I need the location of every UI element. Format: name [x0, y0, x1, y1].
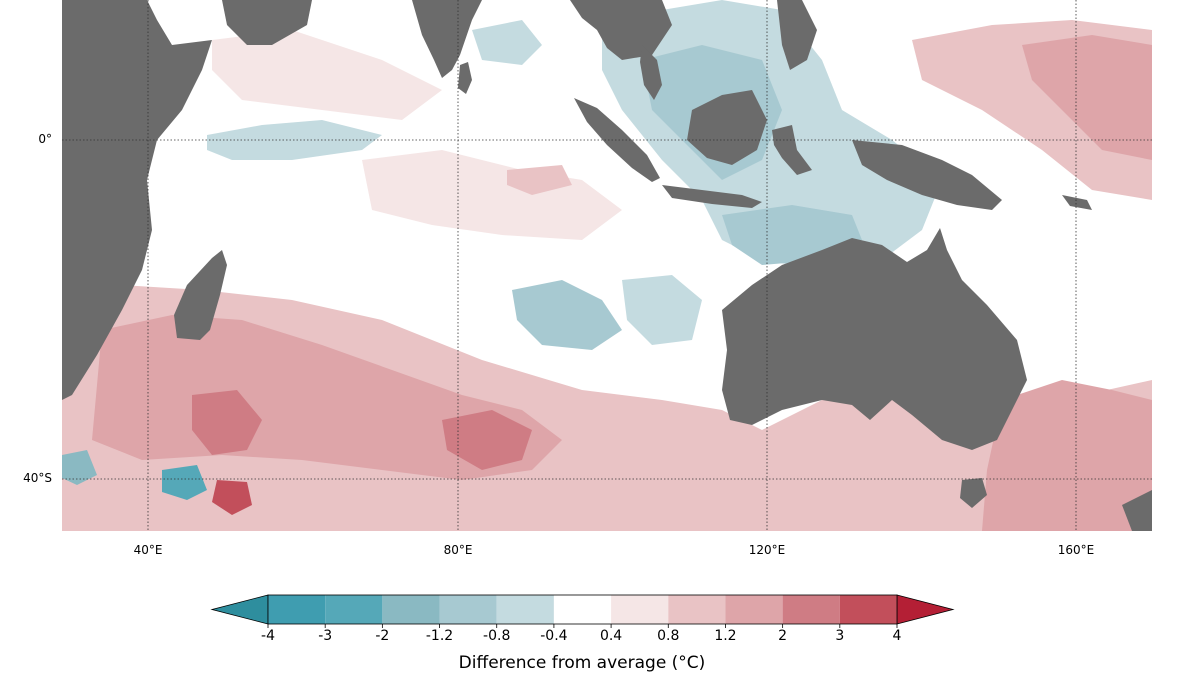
colorbar-bin [496, 595, 554, 624]
land-new-zealand-north [1122, 490, 1152, 531]
land-arabia [222, 0, 312, 45]
colorbar-extend-high [896, 594, 955, 625]
colorbar-tick-label: 3 [835, 628, 845, 644]
land-borneo [687, 90, 767, 165]
lon-label-40e: 40°E [133, 543, 163, 557]
land-sulawesi [772, 125, 812, 175]
land-tasmania [960, 478, 987, 508]
anomaly-s-indian-hot-1 [192, 390, 262, 455]
colorbar-bin [325, 595, 383, 624]
colorbar-bin [382, 595, 440, 624]
land-indochina [570, 0, 672, 60]
anomaly-arabian-cool [472, 20, 542, 65]
colorbar-bin [668, 595, 726, 624]
colorbar-tick-label: 0.8 [657, 628, 680, 644]
land-madagascar [174, 250, 227, 340]
colorbar-bin [268, 595, 326, 624]
land-philippines [777, 0, 817, 70]
colorbar-tick-label: -2 [375, 628, 390, 644]
colorbar-tick-label: -4 [261, 628, 275, 644]
anomaly-w-pacific-strong [1022, 35, 1152, 160]
colorbar-bin [782, 595, 840, 624]
colorbar-bin [725, 595, 783, 624]
land-java [662, 185, 762, 208]
colorbar-tick-label: 1.2 [714, 628, 737, 644]
anomaly-subtropical-cool-2 [622, 275, 702, 345]
land-australia [722, 228, 1027, 450]
colorbar-title: Difference from average (°C) [458, 653, 706, 673]
anomaly-sw-cool-eddy-2 [62, 450, 97, 485]
anomaly-s-indian-hot-3 [212, 480, 252, 515]
colorbar-extend-low [210, 594, 269, 625]
colorbar-tick-label: 2 [778, 628, 788, 644]
colorbar-tick-label: 0.4 [599, 628, 623, 644]
colorbar-bin [439, 595, 497, 624]
land-india [412, 0, 482, 78]
anomaly-n-arabian-warm [212, 30, 442, 120]
land-malay-peninsula [640, 45, 662, 100]
colorbar-tick-label: 4 [892, 628, 902, 644]
anomaly-sw-cool-eddy [162, 465, 207, 500]
anomaly-tasman-warm [982, 380, 1152, 531]
lat-label-0: 0° [38, 132, 52, 146]
gridlines [62, 0, 1152, 531]
colorbar-tick-label: -0.4 [540, 628, 568, 644]
sst-anomaly-map [62, 0, 1152, 531]
colorbar-bin [553, 595, 612, 624]
anomaly-s-indian-hot-2 [442, 410, 532, 470]
colorbar-tick-label: -0.8 [483, 628, 511, 644]
anomaly-central-indian-warm [362, 150, 622, 240]
colorbar-bin [611, 595, 669, 624]
anomaly-subtropical-cool-1 [512, 280, 622, 350]
land-sumatra [574, 98, 660, 182]
lon-label-160e: 160°E [1057, 543, 1095, 557]
colorbar-tick-label: -1.2 [425, 628, 454, 644]
land-sri-lanka [458, 62, 472, 94]
land-layer [62, 0, 1152, 531]
land-new-guinea [852, 140, 1002, 210]
lon-label-120e: 120°E [748, 543, 786, 557]
colorbar-tick-label: -3 [318, 628, 333, 644]
warm-anomaly-layer [62, 20, 1152, 531]
land-africa [62, 0, 212, 400]
anomaly-sw-indian-warm [62, 285, 1152, 531]
land-solomon-islands [1062, 195, 1092, 210]
lat-label-40s: 40°S [23, 471, 52, 485]
lon-label-80e: 80°E [443, 543, 473, 557]
colorbar-bin [839, 595, 897, 624]
anomaly-east-indian-warm [507, 165, 572, 195]
colorbar-frame [267, 594, 898, 625]
